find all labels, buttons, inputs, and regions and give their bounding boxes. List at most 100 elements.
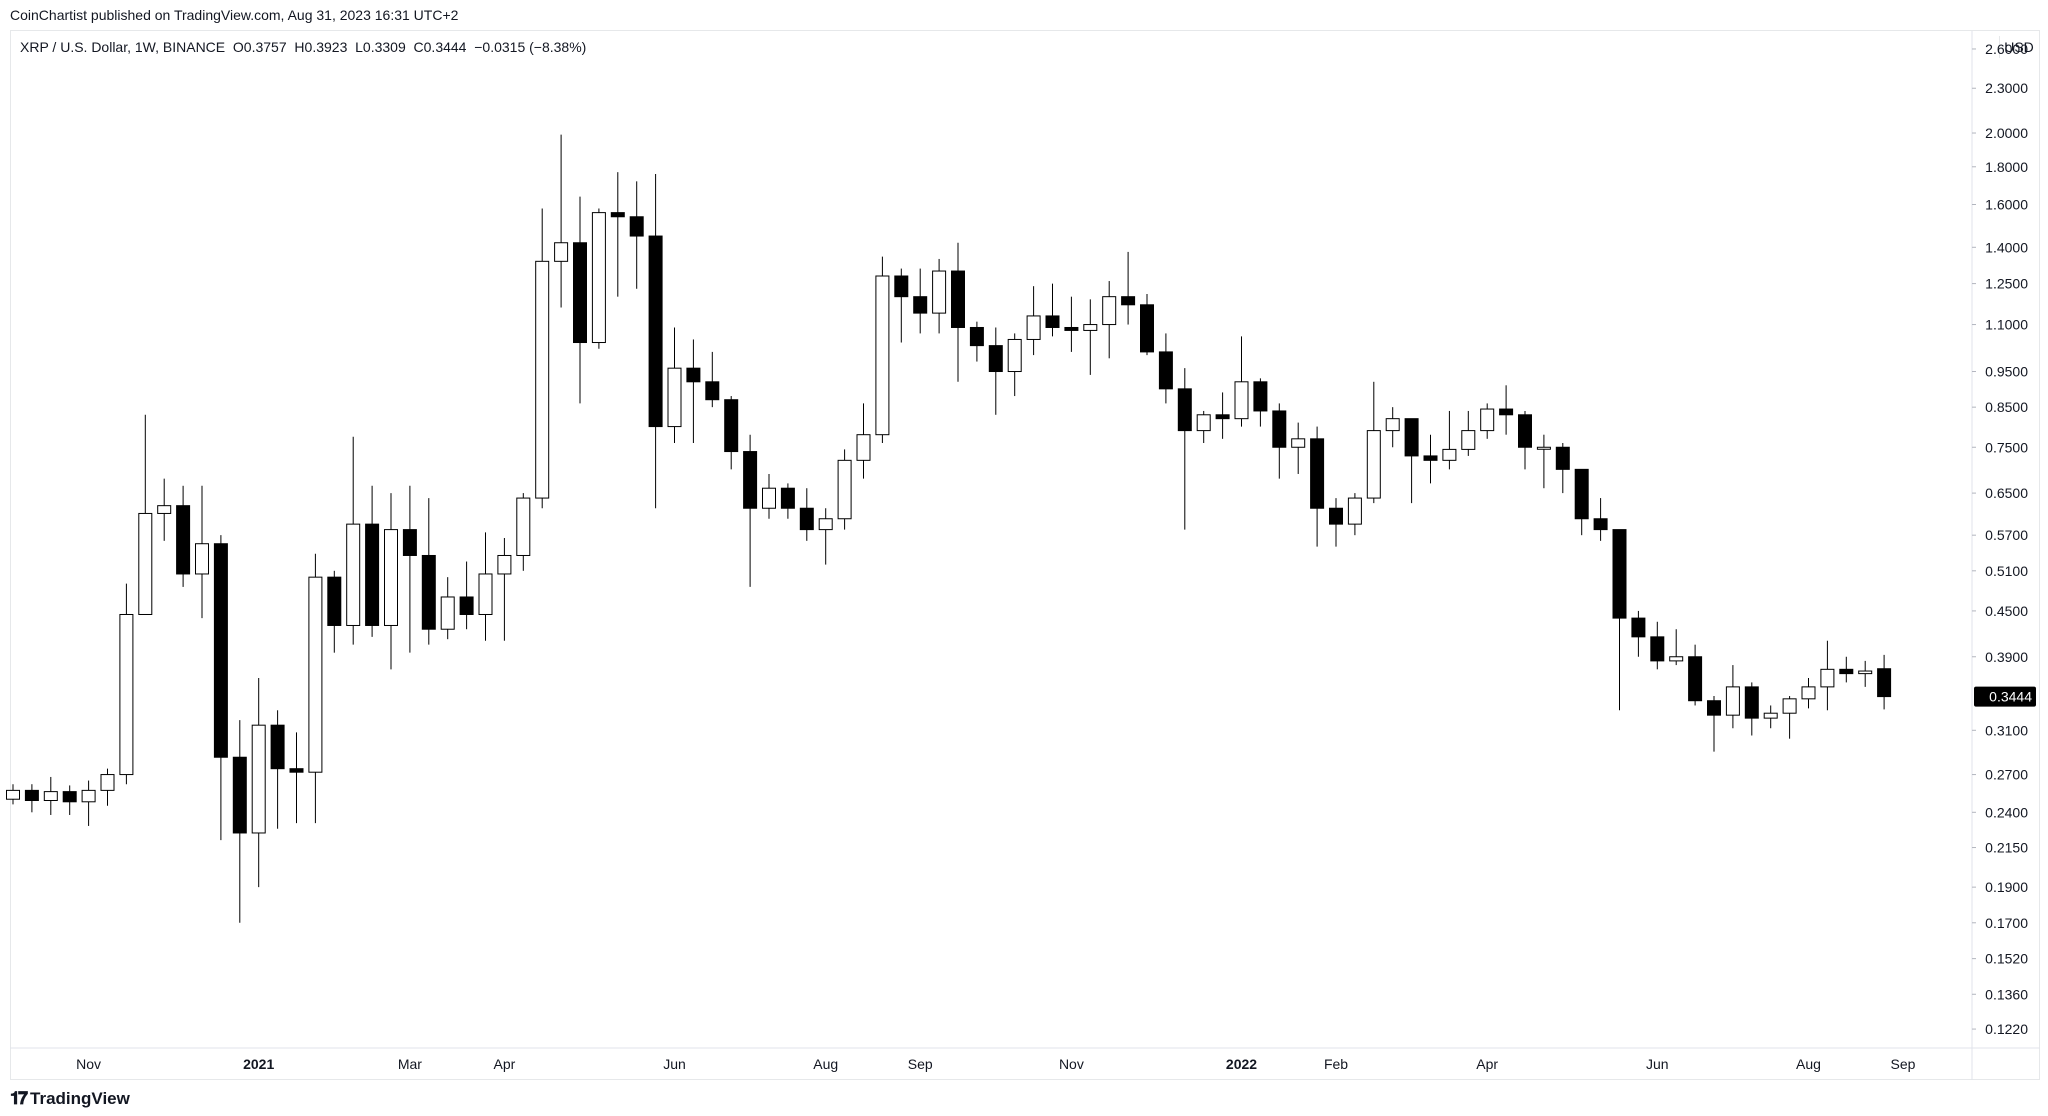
- candle-body-up: [1291, 438, 1306, 448]
- candle: [24, 784, 39, 813]
- candle-body-up: [1026, 315, 1041, 340]
- candle: [1839, 656, 1854, 683]
- footer-brand: TradingView: [30, 1088, 130, 1108]
- currency-label[interactable]: USD: [1999, 36, 2038, 58]
- candle: [100, 768, 115, 806]
- legend-close: C0.3444: [413, 39, 467, 55]
- last-price-label: 0.3444: [1989, 689, 2032, 705]
- candle-body-down: [573, 242, 587, 344]
- candle-body-down: [1253, 381, 1268, 412]
- candle: [327, 570, 342, 653]
- candle-body-up: [932, 270, 947, 314]
- candle: [421, 498, 436, 645]
- candle: [610, 172, 625, 297]
- candle: [1083, 299, 1098, 375]
- candle-body-up: [1820, 668, 1835, 688]
- y-tick-label: 0.9500: [1985, 364, 2028, 380]
- candle-body-up: [1083, 324, 1098, 331]
- legend-high: H0.3923: [294, 39, 348, 55]
- candle: [724, 396, 739, 470]
- candle: [1272, 403, 1287, 479]
- candle-body-up: [1858, 670, 1873, 675]
- candle: [138, 414, 153, 615]
- candle-body-up: [346, 523, 361, 626]
- x-tick-label: 2021: [243, 1056, 274, 1072]
- candle: [157, 478, 172, 541]
- candle: [1858, 660, 1873, 687]
- candle-body-up: [1725, 686, 1740, 716]
- candle: [648, 173, 663, 509]
- candle: [62, 785, 77, 815]
- candle-body-down: [969, 326, 984, 347]
- candle: [1007, 333, 1022, 397]
- y-tick-label: 1.6000: [1985, 197, 2028, 213]
- x-tick-label: Aug: [813, 1056, 838, 1072]
- candle: [686, 339, 701, 444]
- candle-body-up: [535, 260, 550, 499]
- candle: [1291, 422, 1306, 474]
- candle-body-down: [1177, 388, 1192, 432]
- candle-body-up: [762, 487, 776, 509]
- candle: [81, 780, 96, 826]
- candle: [1423, 434, 1438, 484]
- candle: [554, 134, 569, 308]
- candle-body-up: [516, 497, 531, 556]
- candle: [1707, 696, 1721, 752]
- candle-body-up: [195, 543, 209, 575]
- candle: [384, 493, 398, 670]
- candle: [440, 577, 455, 640]
- candle-body-down: [62, 791, 77, 803]
- candle-body-up: [1385, 418, 1400, 432]
- candle-body-up: [138, 512, 153, 615]
- candle: [969, 321, 984, 362]
- candle-body-up: [478, 573, 493, 615]
- candle-body-down: [24, 789, 39, 802]
- candle: [346, 436, 361, 645]
- candle: [1215, 392, 1230, 439]
- candle-body-up: [308, 576, 323, 773]
- candle: [1499, 385, 1514, 435]
- candle: [705, 351, 720, 408]
- candlestick-chart[interactable]: 2.6000 2.3000 2.0000 1.8000 1.6000 1.4000 1.25…: [0, 0, 2048, 1080]
- candle: [573, 196, 587, 404]
- candle-body-down: [1688, 656, 1703, 702]
- candle: [1782, 696, 1797, 739]
- y-tick-label: 0.3900: [1985, 649, 2028, 665]
- candle: [1385, 407, 1400, 448]
- candle: [780, 483, 795, 519]
- candle-body-up: [1461, 430, 1476, 450]
- x-tick-label: Jun: [663, 1056, 686, 1072]
- candle-body-down: [1064, 326, 1079, 331]
- candle-body-up: [818, 518, 833, 531]
- y-tick-label: 0.1220: [1985, 1021, 2028, 1037]
- candle: [951, 242, 965, 382]
- y-tick-label: 2.6000: [1985, 41, 2028, 57]
- y-tick-label: 2.3000: [1985, 80, 2028, 96]
- candle: [213, 535, 228, 841]
- tradingview-footer[interactable]: 𝟏𝟕 TradingView: [10, 1088, 130, 1109]
- candle: [837, 449, 852, 530]
- candle: [1593, 498, 1608, 541]
- candle-body-down: [1612, 529, 1627, 619]
- candle: [1612, 529, 1627, 711]
- candle-body-down: [724, 399, 739, 453]
- candle: [195, 485, 209, 619]
- candle: [6, 784, 20, 805]
- x-tick-label: Sep: [1891, 1056, 1916, 1072]
- candle: [799, 488, 814, 541]
- legend-symbol[interactable]: XRP / U.S. Dollar, 1W, BINANCE: [20, 39, 226, 55]
- x-tick-label: Apr: [494, 1056, 516, 1072]
- candle-body-down: [1272, 410, 1287, 448]
- candle-body-down: [894, 275, 909, 298]
- candle-body-down: [780, 487, 795, 509]
- candle-body-down: [1140, 304, 1154, 353]
- candle: [743, 434, 758, 587]
- y-tick-label: 0.2150: [1985, 840, 2028, 856]
- candle-body-down: [1744, 686, 1759, 719]
- y-tick-label: 0.1700: [1985, 915, 2028, 931]
- candle: [1461, 410, 1476, 456]
- candle-body-up: [1102, 296, 1117, 326]
- x-tick-label: Nov: [1059, 1056, 1084, 1072]
- candle-body-up: [1366, 430, 1381, 499]
- candle-body-down: [1329, 507, 1343, 525]
